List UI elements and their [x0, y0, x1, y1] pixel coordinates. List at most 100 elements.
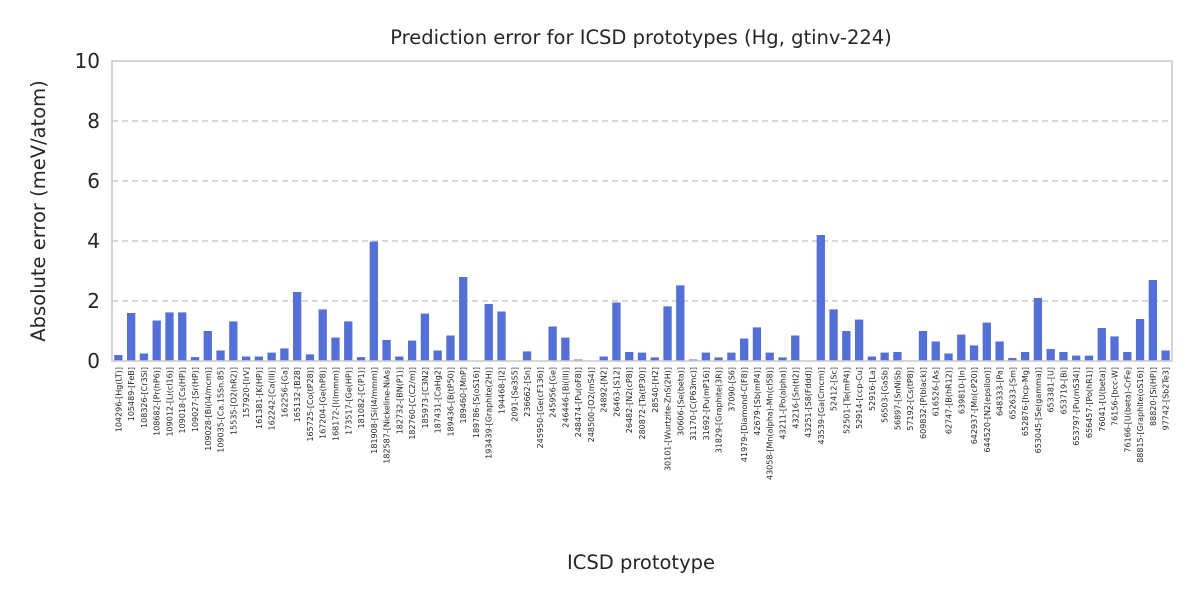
x-tick-label: 109018-[Cs(HP)] [178, 367, 187, 434]
x-tick-label: 42679-[Sb(mP4)] [753, 367, 762, 436]
bar [995, 341, 1004, 361]
x-tick-label: 189436-[B(tP50)] [446, 367, 455, 437]
bar [127, 313, 136, 361]
bar [305, 354, 315, 361]
x-tick-label: 76041-[U(beta)] [1098, 367, 1107, 432]
bar [791, 335, 800, 361]
x-tick-label: 43058-[Mn(alpha)-Mn(cI58)] [766, 367, 775, 480]
bar [293, 292, 302, 361]
bar [254, 356, 264, 361]
x-tick-label: 616526-[As] [932, 367, 941, 416]
bar [548, 326, 557, 361]
bar [356, 357, 366, 361]
y-axis-ticks: 0 2 4 6 8 10 [75, 49, 100, 373]
bar [931, 341, 940, 361]
x-tick-label: 104296-[Hg(LT)] [114, 367, 123, 432]
x-tick-label: 193439-[Graphite(2H)] [485, 367, 494, 459]
bar [241, 356, 251, 361]
x-tick-label: 644520-[N2(epsilon)] [983, 367, 992, 453]
x-tick-label: 653719-[Bi] [1059, 367, 1068, 414]
x-tick-label: 31170-[C(P63mc)] [689, 367, 698, 441]
x-tick-label: 88820-[Si(HP)] [1149, 367, 1158, 426]
bar [1135, 319, 1145, 361]
bar [216, 350, 225, 361]
x-tick-label: 108682-[Pr(hP6)] [153, 367, 162, 436]
bar [816, 235, 825, 361]
x-tick-label: 652633-[Sm] [1008, 367, 1017, 420]
x-tick-label: 652876-[hcp-Mg] [1021, 367, 1030, 436]
x-tick-label: 181908-[Si(I4/mmm)] [370, 367, 379, 454]
x-tick-label: 653797-[Pu(mS34)] [1072, 367, 1081, 446]
x-tick-label: 653381-[U] [1047, 367, 1056, 413]
bar [842, 331, 851, 361]
x-tick-label: 108326-[Cr3Si] [140, 367, 149, 428]
bar [267, 352, 276, 361]
bar [497, 311, 506, 361]
bar [637, 352, 647, 361]
bar [1110, 336, 1119, 361]
x-tick-label: 194468-[I2] [498, 367, 507, 414]
x-tick-label: 165725-[Co(tP28)] [306, 367, 315, 442]
x-tick-label: 41979-[Diamond-C(F8)] [740, 367, 749, 462]
x-tick-label: 31692-[Pu(mP16)] [702, 367, 711, 440]
x-tick-label: 162256-[Ga] [280, 367, 289, 418]
x-tick-label: 52916-[La] [868, 367, 877, 411]
bar [344, 321, 353, 361]
x-tick-label: 167204-[Ge(hP8)] [319, 367, 328, 439]
bar [1046, 349, 1055, 361]
bar [714, 357, 723, 361]
y-tick-label: 6 [87, 169, 100, 193]
bar [1008, 358, 1017, 361]
bar [331, 337, 340, 361]
x-tick-label: 182587-[Nickeline-NiAs] [383, 367, 392, 464]
bar [1072, 355, 1081, 361]
x-tick-label: 246446-[Bi(III)] [561, 367, 570, 428]
x-tick-label: 2091-[Se3S5] [510, 367, 519, 422]
bar [612, 302, 621, 361]
bar [893, 352, 902, 361]
x-tick-label: 109028-[Bi(I4/mcm)] [204, 367, 213, 451]
x-tick-label: 43539-[Ga(Cmcm)] [817, 367, 826, 445]
x-tick-label: 185973-[C3N2] [421, 367, 430, 428]
bar [880, 352, 889, 361]
bar [407, 340, 417, 361]
x-tick-label: 653045-[Se(gamma)] [1034, 367, 1043, 453]
bar [1148, 280, 1157, 361]
x-tick-label: 109035-[Ca.15Sn.85] [217, 367, 226, 453]
bar [1161, 350, 1170, 361]
bar [676, 285, 685, 361]
bar [369, 241, 378, 361]
bar [599, 356, 608, 361]
x-tick-label: 248500-[O2(mS4)] [587, 367, 596, 442]
chart-title: Prediction error for ICSD prototypes (Hg… [390, 26, 892, 49]
bar [1020, 352, 1030, 361]
bar [765, 352, 774, 361]
y-tick-label: 2 [87, 289, 100, 313]
plot-frame [111, 60, 1173, 362]
x-tick-label: 37090-[S6] [727, 367, 736, 412]
bar [1123, 352, 1132, 361]
bar [867, 356, 877, 361]
bar [522, 351, 532, 361]
y-tick-label: 4 [87, 229, 100, 253]
x-tick-label: 187431-[CaHg2] [434, 367, 443, 433]
x-tick-label: 656457-[Po(hR1)] [1085, 367, 1094, 438]
x-tick-label: 609832-[P(black)] [919, 367, 928, 439]
bar [190, 357, 200, 361]
bar [178, 312, 187, 361]
bar [446, 335, 455, 361]
x-tick-label: 168172-[I(Immm)] [331, 367, 340, 441]
x-tick-label: 52501-[Te(mP4)] [842, 367, 851, 434]
x-tick-label: 639810-[In] [957, 367, 966, 414]
x-tick-label: 280872-[Ta(tP30)] [638, 367, 647, 440]
y-tick-label: 0 [87, 349, 100, 373]
x-tick-label: 109012-[Li(cI16)] [165, 367, 174, 437]
y-tick-label: 10 [75, 49, 100, 73]
x-tick-label: 43251-[S8(Fddd)] [804, 367, 813, 438]
x-tick-label: 182732-[BN(P1)] [395, 367, 404, 434]
bar [561, 337, 570, 361]
bar [701, 352, 711, 361]
x-axis-ticks: 104296-[Hg(LT)] 105489-[FeB] 108326-[Cr3Si… [114, 367, 1170, 480]
x-tick-label: 56503-[GaSb] [881, 367, 890, 423]
x-tick-label: 642937-[Mn(cP20)] [970, 367, 979, 444]
